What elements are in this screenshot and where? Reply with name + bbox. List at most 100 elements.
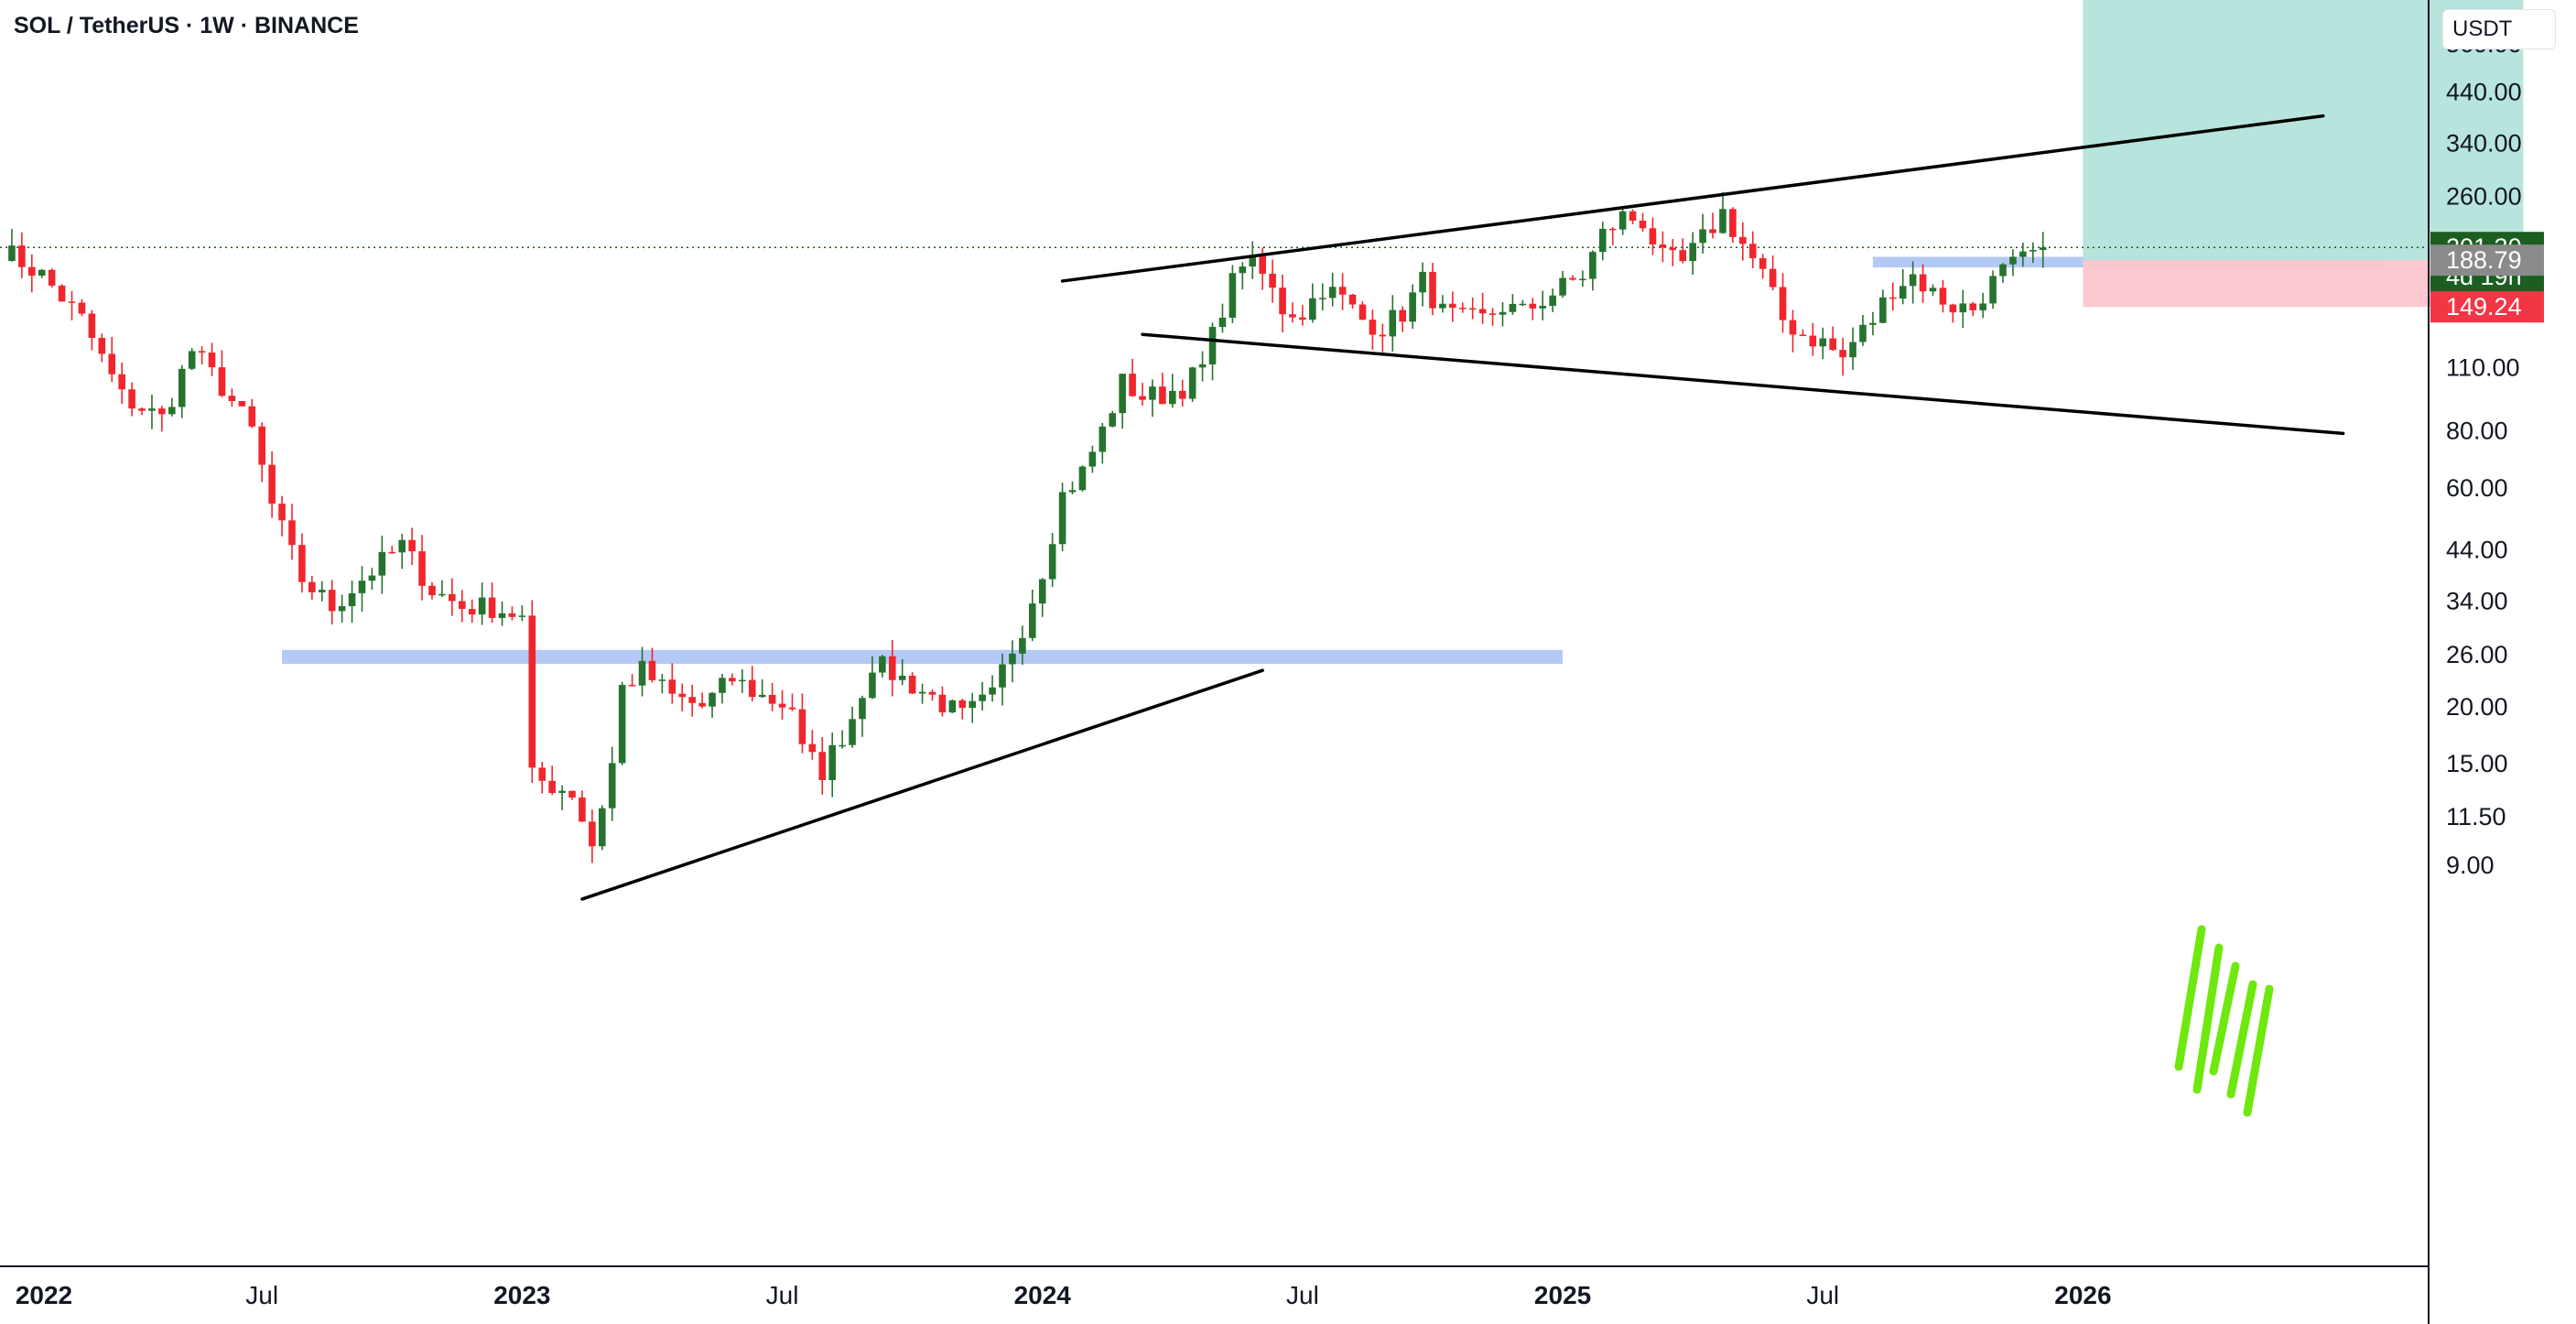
candle	[338, 594, 346, 624]
candle-body	[1208, 327, 1217, 364]
candle-body	[1539, 306, 1547, 309]
candle-body	[258, 426, 265, 465]
candle-body	[658, 679, 666, 681]
candle	[918, 683, 926, 704]
candle	[1999, 263, 2007, 283]
candle-body	[1259, 255, 1266, 274]
candle-body	[118, 374, 125, 390]
candle	[1589, 250, 1596, 291]
candle	[1949, 303, 1957, 323]
candle	[38, 269, 46, 278]
candle	[1068, 481, 1077, 494]
candle	[1409, 284, 1416, 330]
time-tick-label: 2024	[1014, 1281, 1072, 1309]
candle	[2029, 242, 2037, 264]
candle-body	[248, 406, 256, 427]
candle-body	[1979, 303, 1986, 310]
candle-body	[879, 656, 886, 673]
candle-body	[438, 593, 446, 596]
candle	[1748, 231, 1757, 268]
candle-body	[1048, 544, 1056, 580]
candle-body	[58, 285, 66, 302]
candle	[1019, 625, 1026, 665]
candle-body	[538, 767, 547, 781]
candle	[599, 805, 606, 851]
candle	[388, 545, 396, 554]
candle-body	[928, 691, 936, 695]
candle	[58, 284, 66, 302]
candle-body	[908, 675, 916, 694]
candle-body	[599, 808, 606, 847]
candle-body	[408, 539, 416, 552]
candle	[278, 495, 286, 537]
candle	[1318, 283, 1326, 311]
candle-body	[1318, 298, 1326, 299]
candle	[1159, 373, 1166, 405]
candle-body	[1709, 229, 1716, 233]
candle-body	[1889, 297, 1897, 299]
candle	[1328, 272, 1337, 307]
candle-body	[568, 790, 576, 798]
price-tag: 188.79	[2430, 244, 2544, 277]
price-axis[interactable]: 560.00440.00340.00260.00110.0080.0060.00…	[2446, 30, 2522, 879]
candle-body	[198, 351, 206, 353]
candle	[1859, 314, 1867, 346]
candle-body	[1038, 579, 1046, 604]
candle-body	[1939, 288, 1947, 305]
candle	[1549, 288, 1556, 312]
candle-body	[869, 672, 876, 699]
candle-body	[388, 551, 396, 554]
candle	[468, 599, 476, 623]
candle-body	[178, 368, 186, 407]
candle	[1488, 308, 1497, 326]
candle	[148, 394, 156, 429]
candle	[1419, 262, 1426, 307]
candle	[709, 691, 716, 718]
signal-stroke	[2209, 961, 2240, 1076]
currency-selector[interactable]: USDT	[2442, 9, 2556, 49]
candle	[138, 407, 146, 416]
candle-body	[1468, 308, 1477, 310]
candle-body	[1549, 295, 1556, 307]
candle	[1618, 206, 1627, 235]
candle-body	[238, 401, 246, 407]
candle	[248, 398, 256, 429]
candle	[1889, 282, 1897, 311]
candle-body	[288, 520, 296, 546]
candle	[1959, 289, 1967, 329]
candle	[1689, 232, 1696, 276]
candle	[1939, 279, 1947, 313]
candle	[1639, 212, 1647, 233]
candle	[898, 659, 906, 686]
candle	[1088, 445, 1097, 473]
lower-channel-line	[1141, 332, 2345, 436]
candle	[1309, 283, 1316, 323]
candle-body	[818, 752, 827, 780]
price-tag-value: 149.24	[2446, 293, 2522, 320]
candle	[1038, 578, 1046, 617]
candle-body	[208, 353, 216, 368]
time-axis[interactable]: 2022 Jul 2023 Jul 2024 Jul 2025 Jul 2026	[16, 1281, 2112, 1309]
candle-body	[1519, 303, 1527, 306]
candle	[1719, 191, 1726, 234]
price-tick-label: 340.00	[2446, 129, 2522, 157]
candle-body	[228, 396, 236, 402]
candle-body	[1139, 396, 1146, 400]
price-tick-label: 9.00	[2446, 852, 2495, 879]
candle	[438, 580, 446, 598]
candle	[238, 400, 246, 407]
candle	[1198, 351, 1207, 382]
candle-body	[318, 590, 326, 592]
candle-body	[458, 601, 466, 610]
candle	[1058, 483, 1066, 551]
candle	[999, 653, 1006, 706]
candle	[1539, 290, 1547, 320]
candle-body	[999, 664, 1006, 688]
candle-body	[1679, 250, 1687, 262]
candle-body	[1188, 367, 1196, 399]
candle-body	[1499, 311, 1507, 315]
candle-body	[158, 408, 166, 415]
candle-body	[1839, 350, 1846, 358]
candle	[1979, 292, 1986, 319]
